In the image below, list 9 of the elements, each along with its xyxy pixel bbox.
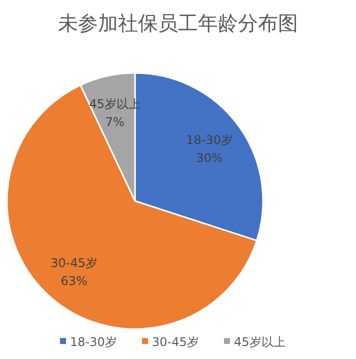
legend-label: 18-30岁: [70, 335, 117, 349]
data-label: 7%: [105, 115, 124, 130]
legend-label: 45岁以上: [234, 335, 286, 349]
slice-label: 18-30岁: [186, 132, 233, 147]
data-label: 30%: [196, 150, 223, 165]
legend-label: 30-45岁: [152, 335, 199, 349]
slice-label: 30-45岁: [50, 256, 98, 270]
data-label: 63%: [60, 274, 88, 288]
chart-title: 未参加社保员工年龄分布图: [58, 11, 298, 35]
